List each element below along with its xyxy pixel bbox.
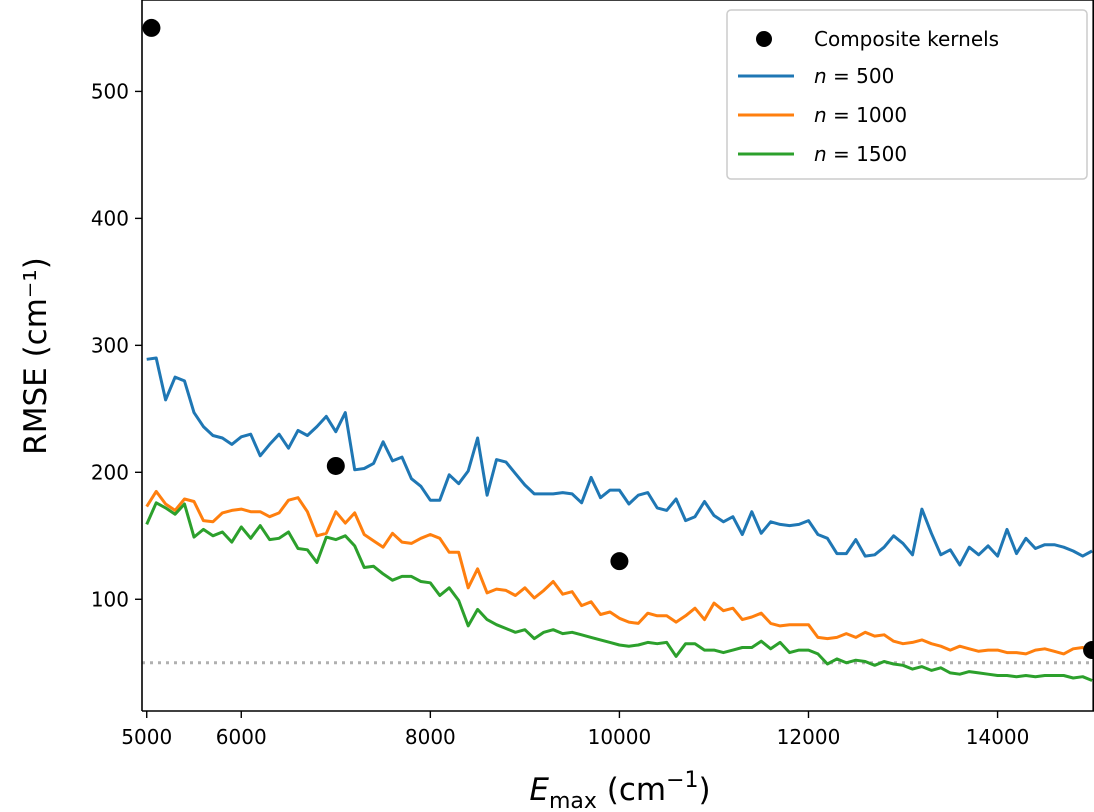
scatter-layer (142, 18, 1094, 660)
plot-area (142, 18, 1094, 682)
x-tick-label-12000: 12000 (777, 725, 841, 749)
series-layer (145, 356, 1093, 682)
y-tick-label-100: 100 (91, 587, 129, 611)
composite-kernel-point-2 (610, 552, 629, 571)
y-tick-label-500: 500 (91, 79, 129, 103)
legend-label-n500: n = 500 (814, 64, 894, 88)
x-axis-title-unit: (cm (597, 772, 666, 808)
x-tick-label-8000: 8000 (405, 725, 456, 749)
x-axis-title: Emax (cm−1) (529, 768, 710, 812)
legend-label-n1000: n = 1000 (814, 103, 907, 127)
axes (141, 0, 1094, 712)
legend-label-n1000-var: n (814, 103, 827, 127)
legend-label-n1500-value: = 1500 (827, 142, 907, 166)
legend-label-n1500: n = 1500 (814, 142, 907, 166)
series-line-1 (145, 489, 1093, 656)
x-tick-label-14000: 14000 (966, 725, 1030, 749)
x-axis-title-close: ) (699, 772, 711, 808)
legend-box (726, 9, 1088, 180)
y-ticks: 100 200 300 400 500 (91, 79, 142, 611)
series-line-2 (145, 501, 1093, 682)
y-axis-title: RMSE (cm⁻¹) (18, 257, 54, 455)
x-tick-label-10000: 10000 (588, 725, 652, 749)
series-line-0 (146, 356, 1093, 567)
y-tick-label-400: 400 (91, 206, 129, 230)
x-axis-title-sub: max (549, 789, 597, 812)
legend-label-n1500-var: n (814, 142, 827, 166)
x-axis-title-sup: −1 (666, 768, 698, 793)
x-axis-title-main: E (529, 772, 549, 808)
legend-label-n500-var: n (814, 64, 827, 88)
composite-kernel-point-1 (326, 456, 345, 475)
legend-label-composite: Composite kernels (814, 27, 999, 51)
y-tick-label-200: 200 (91, 460, 129, 484)
legend-label-n500-value: = 500 (827, 64, 895, 88)
x-ticks: 5000 6000 8000 10000 12000 14000 (121, 711, 1029, 749)
y-tick-label-300: 300 (91, 333, 129, 357)
x-tick-label-6000: 6000 (216, 725, 267, 749)
x-tick-label-5000: 5000 (121, 725, 172, 749)
legend: Composite kernels n = 500 n = 1000 n = 1… (726, 9, 1088, 180)
composite-kernel-point-0 (142, 18, 161, 37)
legend-label-n1000-value: = 1000 (827, 103, 907, 127)
legend-marker-composite (756, 31, 772, 47)
composite-kernel-point-3 (1083, 641, 1094, 660)
